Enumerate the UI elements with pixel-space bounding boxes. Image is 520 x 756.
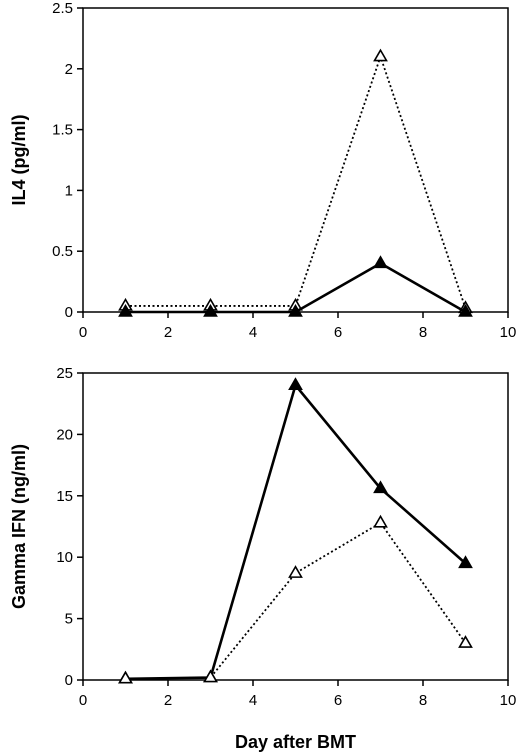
data-point — [373, 514, 388, 528]
series-line — [125, 53, 467, 309]
x-tick-label: 6 — [334, 324, 342, 341]
data-point — [373, 48, 388, 62]
x-tick-label: 0 — [79, 324, 87, 341]
series-line — [125, 521, 467, 680]
data-point — [118, 303, 133, 317]
plot-frame — [82, 372, 509, 681]
y-tick-label: 15 — [56, 488, 73, 505]
series-2 — [118, 514, 473, 684]
x-tick-label: 4 — [249, 692, 257, 709]
y-tick-label: 1 — [65, 182, 73, 199]
series-1 — [118, 377, 473, 684]
data-point — [203, 669, 218, 683]
x-tick-label: 2 — [164, 692, 172, 709]
data-point — [373, 255, 388, 269]
y-axis-title: Gamma IFN (ng/ml) — [9, 444, 29, 609]
y-tick-label: 5 — [65, 611, 73, 628]
y-tick-label: 25 — [56, 365, 73, 382]
data-point — [458, 303, 473, 317]
series-2 — [118, 255, 473, 317]
y-tick-label: 10 — [56, 549, 73, 566]
data-point — [118, 670, 133, 684]
y-tick-label: 0 — [65, 304, 73, 321]
data-point — [288, 303, 303, 317]
y-tick-label: 0 — [65, 672, 73, 689]
y-tick-label: 2.5 — [52, 0, 73, 17]
x-tick-label: 4 — [249, 324, 257, 341]
y-tick-label: 20 — [56, 426, 73, 443]
series-line — [125, 382, 467, 681]
data-point — [288, 565, 303, 578]
y-axis-title: IL4 (pg/ml) — [9, 115, 29, 206]
data-point — [458, 635, 473, 648]
data-point — [288, 377, 303, 391]
gamma-ifn-chart: 0 5 10 15 20 25 0 2 4 6 8 10 Gamma IFN (ng/ml) Day af… — [9, 365, 516, 752]
x-tick-label: 10 — [500, 324, 517, 341]
x-tick-label: 6 — [334, 692, 342, 709]
y-tick-label: 2 — [65, 61, 73, 78]
x-tick-label: 0 — [79, 692, 87, 709]
plot-frame — [82, 7, 509, 313]
data-point — [203, 303, 218, 317]
x-tick-label: 8 — [419, 692, 427, 709]
x-tick-label: 10 — [500, 692, 517, 709]
x-tick-label: 8 — [419, 324, 427, 341]
y-tick-label: 0.5 — [52, 243, 73, 260]
x-tick-label: 2 — [164, 324, 172, 341]
data-point — [373, 480, 388, 494]
x-axis-title: Day after BMT — [235, 732, 356, 752]
y-tick-label: 1.5 — [52, 122, 73, 139]
il4-chart: 0 0.5 1 1.5 2 2.5 0 2 4 6 8 10 IL4 (pg/ml) — [9, 0, 516, 341]
series-1 — [118, 48, 473, 314]
data-point — [458, 555, 473, 569]
